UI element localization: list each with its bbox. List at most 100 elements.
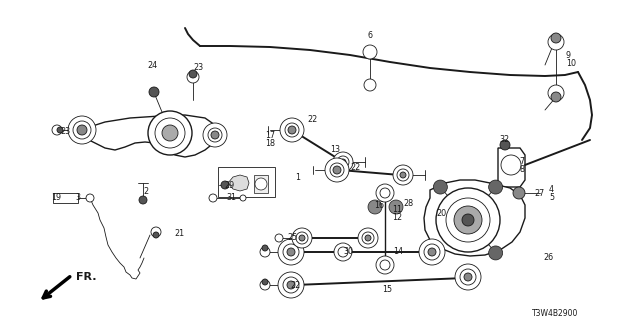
Circle shape	[208, 128, 222, 142]
Circle shape	[333, 152, 353, 172]
Circle shape	[501, 155, 521, 175]
Text: 16: 16	[374, 201, 384, 210]
Polygon shape	[228, 175, 249, 191]
Circle shape	[334, 243, 352, 261]
Text: 28: 28	[403, 198, 413, 207]
Circle shape	[376, 256, 394, 274]
Circle shape	[155, 118, 185, 148]
Circle shape	[260, 280, 270, 290]
Circle shape	[419, 239, 445, 265]
Circle shape	[149, 87, 159, 97]
Circle shape	[424, 244, 440, 260]
Text: 31: 31	[226, 194, 236, 203]
Circle shape	[551, 92, 561, 102]
Circle shape	[488, 180, 502, 194]
Circle shape	[162, 125, 178, 141]
Text: T3W4B2900: T3W4B2900	[532, 308, 578, 317]
Polygon shape	[498, 148, 525, 187]
Circle shape	[389, 200, 403, 214]
Text: 22: 22	[290, 281, 300, 290]
Text: 18: 18	[265, 139, 275, 148]
Text: 23: 23	[60, 127, 70, 137]
Circle shape	[148, 111, 192, 155]
Text: 3: 3	[75, 194, 80, 203]
Circle shape	[464, 273, 472, 281]
Circle shape	[240, 195, 246, 201]
Circle shape	[260, 247, 270, 257]
Text: 27: 27	[534, 188, 544, 197]
Circle shape	[221, 181, 229, 189]
Text: 9: 9	[566, 51, 571, 60]
Text: 25: 25	[287, 233, 297, 242]
Circle shape	[446, 198, 490, 242]
Text: 1: 1	[295, 173, 300, 182]
Circle shape	[278, 272, 304, 298]
Text: 6: 6	[367, 30, 372, 39]
Text: 20: 20	[436, 209, 446, 218]
Circle shape	[280, 118, 304, 142]
Circle shape	[139, 196, 147, 204]
Circle shape	[380, 260, 390, 270]
Circle shape	[358, 228, 378, 248]
Circle shape	[187, 71, 199, 83]
Circle shape	[283, 277, 299, 293]
Circle shape	[333, 166, 341, 174]
Circle shape	[211, 131, 219, 139]
Text: 29: 29	[224, 180, 234, 189]
Circle shape	[500, 140, 510, 150]
Circle shape	[428, 248, 436, 256]
Circle shape	[397, 169, 409, 181]
Text: 13: 13	[330, 146, 340, 155]
Circle shape	[255, 178, 267, 190]
Circle shape	[376, 184, 394, 202]
Text: 21: 21	[174, 228, 184, 237]
Text: 22: 22	[307, 116, 317, 124]
Text: 15: 15	[382, 285, 392, 294]
Circle shape	[325, 158, 349, 182]
Circle shape	[455, 264, 481, 290]
Bar	[53, 193, 78, 203]
Text: 4: 4	[549, 185, 554, 194]
Circle shape	[52, 125, 62, 135]
Circle shape	[77, 125, 87, 135]
Circle shape	[330, 163, 344, 177]
Text: 11: 11	[392, 205, 402, 214]
Polygon shape	[80, 115, 218, 157]
Text: 17: 17	[265, 131, 275, 140]
Circle shape	[278, 239, 304, 265]
Text: 14: 14	[393, 247, 403, 257]
Circle shape	[551, 33, 561, 43]
Bar	[254, 175, 268, 193]
Text: 12: 12	[392, 213, 402, 222]
Text: 24: 24	[147, 61, 157, 70]
Circle shape	[513, 187, 525, 199]
Text: 7: 7	[519, 156, 524, 165]
Circle shape	[86, 194, 94, 202]
Circle shape	[340, 159, 346, 165]
Circle shape	[151, 227, 161, 237]
Text: 10: 10	[566, 59, 576, 68]
Circle shape	[285, 123, 299, 137]
Circle shape	[57, 127, 63, 133]
Circle shape	[548, 34, 564, 50]
Polygon shape	[424, 180, 525, 256]
Circle shape	[393, 165, 413, 185]
Circle shape	[462, 214, 474, 226]
Text: 32: 32	[499, 135, 509, 145]
Text: 19: 19	[51, 194, 61, 203]
Circle shape	[296, 232, 308, 244]
Circle shape	[73, 121, 91, 139]
Text: 22: 22	[350, 164, 360, 172]
Circle shape	[287, 248, 295, 256]
Circle shape	[364, 79, 376, 91]
Text: 26: 26	[543, 253, 553, 262]
Text: FR.: FR.	[76, 272, 97, 282]
Circle shape	[68, 116, 96, 144]
Circle shape	[548, 85, 564, 101]
Circle shape	[275, 234, 283, 242]
Circle shape	[460, 269, 476, 285]
Circle shape	[209, 194, 217, 202]
Circle shape	[153, 232, 159, 238]
Circle shape	[454, 206, 482, 234]
Circle shape	[203, 123, 227, 147]
